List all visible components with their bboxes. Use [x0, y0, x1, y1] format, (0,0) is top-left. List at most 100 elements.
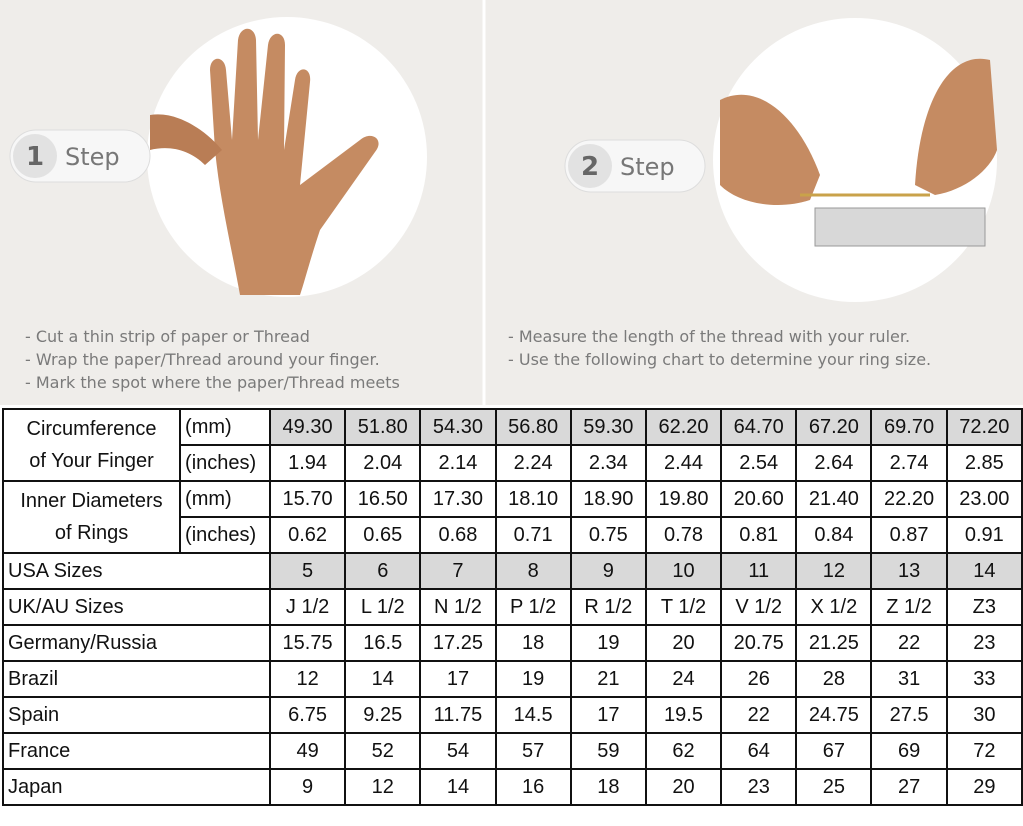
value: 14: [945, 552, 1023, 590]
table-row: UK/AU Sizes J 1/2 L 1/2 N 1/2 P 1/2 R 1/2 T 1/…: [2, 588, 1023, 626]
value: X 1/2: [795, 588, 873, 626]
value: 29: [945, 768, 1023, 806]
value: 17: [419, 660, 497, 698]
value: 21.40: [795, 480, 873, 518]
value: 31: [870, 660, 948, 698]
value: 2.74: [870, 444, 948, 482]
unit: (mm): [179, 408, 271, 446]
table-row: Japan 9 12 14 16 18 20 23 25 27 29: [2, 768, 1023, 806]
value: 7: [419, 552, 497, 590]
value: 2.04: [344, 444, 422, 482]
table-row: Circumference of Your Finger (mm) 49.30 51.8…: [1, 408, 1023, 482]
value: 64: [720, 732, 798, 770]
value: 2.34: [569, 444, 647, 482]
row-header: Japan: [2, 768, 271, 806]
row-header: USA Sizes: [2, 552, 271, 590]
value: 18.10: [494, 480, 572, 518]
table-row: Inner Diameters of Rings (mm) 15.70 16.50 17.…: [1, 480, 1023, 554]
value: 17.25: [419, 624, 497, 662]
value: 21.25: [795, 624, 873, 662]
value: 5: [268, 552, 347, 590]
value: 26: [720, 660, 798, 698]
value: 14: [419, 768, 497, 806]
row-header: UK/AU Sizes: [2, 588, 271, 626]
value: 64.70: [720, 408, 798, 446]
value: 1.94: [268, 444, 347, 482]
value: L 1/2: [344, 588, 422, 626]
row-header-line: Circumference: [26, 418, 157, 440]
table-row: Brazil 12 14 17 19 21 24 26 28 31 33: [2, 660, 1023, 698]
value: 59.30: [569, 408, 647, 446]
value: 20.60: [720, 480, 798, 518]
instruction: - Mark the spot where the paper/Thread m…: [25, 373, 400, 392]
hand: [720, 94, 820, 205]
value: 24.75: [795, 696, 873, 734]
value: 33: [945, 660, 1023, 698]
value: 54.30: [419, 408, 497, 446]
value: 14.5: [494, 696, 572, 734]
instruction: - Measure the length of the thread with …: [508, 327, 910, 346]
row-header: Inner Diameters of Rings: [1, 480, 182, 554]
value: 16: [494, 768, 572, 806]
table-row: Spain 6.75 9.25 11.75 14.5 17 19.5 22 24.75 27.5 3…: [2, 696, 1023, 734]
unit: (mm): [179, 480, 271, 518]
value: N 1/2: [419, 588, 497, 626]
row-header: Circumference of Your Finger: [1, 408, 182, 482]
hand: [915, 58, 997, 196]
value: 12: [795, 552, 873, 590]
value: 22: [870, 624, 948, 662]
step-label: Step: [65, 143, 120, 171]
value: 62: [644, 732, 723, 770]
ring-size-table: Circumference of Your Finger (mm) 49.30 51.8…: [1, 408, 1023, 806]
value: 0.75: [569, 516, 647, 554]
value: 24: [644, 660, 723, 698]
value: 22.20: [870, 480, 948, 518]
value: Z3: [945, 588, 1023, 626]
value: 16.5: [344, 624, 422, 662]
value: 56.80: [494, 408, 572, 446]
value: 23.00: [945, 480, 1023, 518]
row-header: Brazil: [2, 660, 271, 698]
value: 27: [870, 768, 948, 806]
hand: [210, 28, 379, 295]
value: 0.65: [344, 516, 422, 554]
table-row: France 49 52 54 57 59 62 64 67 69 72: [2, 732, 1023, 770]
instruction: - Cut a thin strip of paper or Thread: [25, 327, 310, 346]
value: 13: [870, 552, 948, 590]
value: 0.62: [268, 516, 347, 554]
value: 0.71: [494, 516, 572, 554]
value: 59: [569, 732, 647, 770]
table-row: (inches) 1.94 2.04 2.14 2.24 2.34 2.44 2.54 2.64…: [3, 444, 1023, 482]
value: 9: [268, 768, 347, 806]
row-header: France: [2, 732, 271, 770]
value: 6: [344, 552, 422, 590]
value: Z 1/2: [870, 588, 948, 626]
value: 2.54: [720, 444, 798, 482]
value: 0.78: [644, 516, 723, 554]
value: 28: [795, 660, 873, 698]
value: 67.20: [795, 408, 873, 446]
value: 72: [945, 732, 1023, 770]
step-label: Step: [620, 153, 675, 181]
value: 67: [795, 732, 873, 770]
value: 69: [870, 732, 948, 770]
value: 0.81: [720, 516, 798, 554]
value: 72.20: [945, 408, 1023, 446]
value: 20: [644, 768, 723, 806]
value: 15.75: [268, 624, 347, 662]
value: 23: [945, 624, 1023, 662]
value: 11.75: [419, 696, 497, 734]
value: 2.24: [494, 444, 572, 482]
value: T 1/2: [644, 588, 723, 626]
value: 8: [494, 552, 572, 590]
row-header-line: of Rings: [54, 522, 129, 544]
value: 18: [494, 624, 572, 662]
value: J 1/2: [268, 588, 347, 626]
value: 14: [344, 660, 422, 698]
value: 0.68: [419, 516, 497, 554]
value: 2.14: [419, 444, 497, 482]
value: 52: [344, 732, 422, 770]
value: 12: [344, 768, 422, 806]
table-row: Germany/Russia 15.75 16.5 17.25 18 19 20 20.75 2…: [2, 624, 1023, 662]
